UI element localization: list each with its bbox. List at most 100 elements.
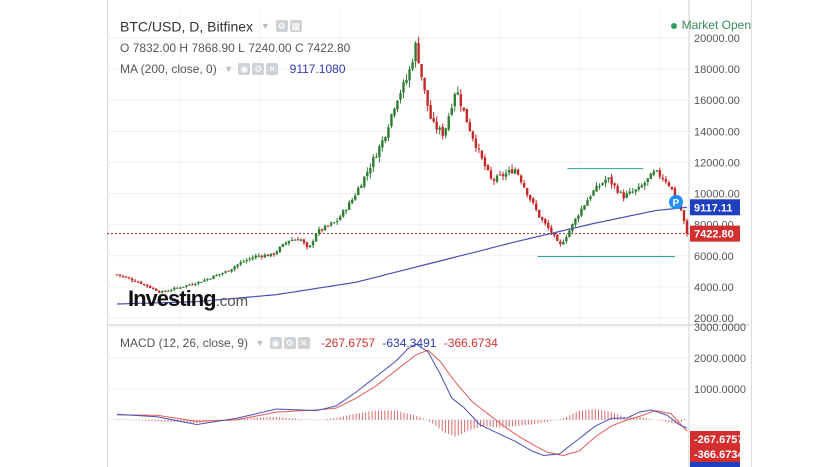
candle-down [151, 287, 155, 289]
candle-up [402, 82, 405, 93]
macd-caret-icon[interactable]: ▼ [255, 337, 265, 348]
macd-tag-bg [690, 431, 740, 447]
high-value: 7868.90 [191, 40, 235, 55]
candle-down [483, 157, 487, 167]
candle-up [453, 94, 456, 107]
macd-visibility-icon[interactable]: ◉ [269, 336, 282, 349]
candle-up [655, 170, 659, 172]
signal-tag-bg [690, 446, 740, 462]
candle-up [378, 146, 381, 157]
candle-up [194, 283, 197, 285]
price-tick-label: 14000.00 [694, 126, 740, 138]
candle-up [284, 242, 288, 245]
candle-up [601, 183, 604, 186]
candle-up [254, 255, 257, 258]
hist-value: -366.6734 [443, 335, 498, 350]
candle-up [170, 289, 173, 291]
candle-down [670, 186, 674, 190]
candle-up [293, 239, 297, 241]
candle-up [215, 274, 218, 277]
candle-up [354, 195, 357, 200]
candle-up [212, 275, 215, 280]
candle-up [251, 257, 254, 260]
candle-down [550, 227, 553, 233]
candle-down [191, 284, 194, 286]
macd-remove-icon[interactable]: ✕ [297, 336, 310, 349]
candle-up [580, 208, 583, 216]
candle-up [335, 220, 339, 222]
candle-up [565, 237, 568, 242]
candle-up [592, 190, 595, 196]
candle-up [571, 223, 574, 232]
price-tick-label: 6000.00 [694, 251, 734, 263]
ma-settings-icon[interactable]: ⚙ [252, 62, 265, 75]
candle-down [486, 165, 490, 170]
candle-down [462, 107, 466, 111]
candle-up [179, 287, 182, 289]
candle-down [538, 209, 541, 218]
candle-down [420, 63, 423, 78]
candle-up [607, 177, 610, 180]
candle-down [525, 188, 529, 196]
candle-up [513, 169, 517, 174]
price-tick-label: 18000.00 [694, 64, 740, 76]
ma-label[interactable]: MA (200, close, 0) [120, 61, 217, 76]
candle-up [185, 285, 188, 287]
candle-up [595, 185, 598, 192]
candle-down [544, 219, 547, 224]
ma200-line [116, 206, 688, 305]
macd-tick-label: 3000.0000 [694, 322, 746, 334]
macd-label[interactable]: MACD (12, 26, close, 9) [120, 335, 249, 350]
ma-layer [116, 206, 688, 305]
price-tick-label: 16000.00 [694, 95, 740, 107]
candle-down [658, 170, 662, 177]
candle-down [158, 290, 161, 293]
settings-icon[interactable]: ⚙ [275, 20, 288, 33]
candle-up [504, 173, 508, 177]
ma-legend: MA (200, close, 0) ▼ ◉ ⚙ ✕ 9117.1080 [120, 61, 346, 76]
candle-down [305, 242, 309, 248]
candle-up [275, 251, 279, 255]
candle-down [474, 138, 478, 149]
candle-up [257, 255, 260, 257]
ma-caret-icon[interactable]: ▼ [224, 63, 233, 74]
candle-down [685, 220, 689, 234]
ohlc-legend: O 7832.00 H 7868.90 L 7240.00 C 7422.80 [120, 40, 350, 55]
candle-down [130, 278, 134, 281]
candle-up [643, 182, 646, 186]
symbol-title[interactable]: BTC/USD, D, Bitfinex [120, 18, 254, 35]
candle-up [649, 173, 653, 180]
candle-down [227, 270, 230, 272]
candle-up [233, 266, 236, 270]
ma-visibility-icon[interactable]: ◉ [238, 62, 251, 75]
format-icon[interactable]: ▦ [289, 20, 302, 33]
candle-down [142, 284, 146, 286]
candle-down [155, 288, 158, 291]
ma-remove-icon[interactable]: ✕ [266, 62, 279, 75]
candle-up [311, 241, 315, 246]
candle-up [577, 215, 580, 220]
candle-up [308, 245, 312, 248]
candle-up [278, 246, 282, 253]
candle-down [260, 255, 263, 257]
candle-down [133, 280, 137, 282]
candle-up [176, 287, 179, 289]
candle-up [568, 230, 571, 238]
symbol-legend: BTC/USD, D, Bitfinex ▼ ⚙ ▦ [120, 17, 302, 34]
macd-settings-icon[interactable]: ⚙ [283, 336, 296, 349]
candle-up [396, 100, 399, 110]
candle-up [329, 222, 333, 226]
price-levels [107, 168, 689, 258]
candle-up [161, 291, 164, 293]
candle-up [221, 273, 224, 275]
candle-down [541, 217, 544, 220]
candle-down [547, 222, 550, 228]
macd-blue-tag-partial [690, 462, 740, 467]
symbol-menu-caret-icon[interactable]: ▼ [260, 21, 270, 32]
candle-up [375, 156, 378, 158]
candle-up [589, 196, 592, 200]
logo-suffix: .com [215, 293, 249, 310]
high-label: H [179, 40, 189, 55]
candle-down [465, 108, 469, 123]
